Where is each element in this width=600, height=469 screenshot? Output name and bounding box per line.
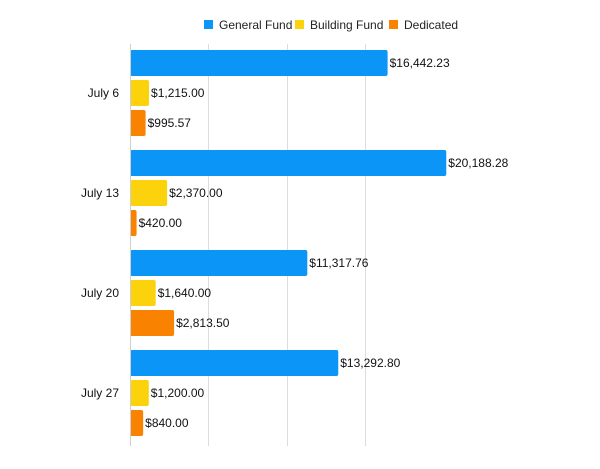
bar (130, 410, 144, 436)
bar (130, 180, 168, 206)
data-label: $840.00 (145, 416, 189, 430)
bar (130, 80, 150, 106)
category-label: July 20 (81, 286, 119, 300)
category-label: July 13 (81, 186, 119, 200)
bars: $16,442.23 $1,215.00 $995.57 $20,188.28 $2,3… (130, 50, 509, 436)
data-label: $2,370.00 (169, 186, 223, 200)
bar (130, 50, 388, 76)
data-label: $2,813.50 (176, 316, 230, 330)
data-label: $1,215.00 (151, 86, 205, 100)
data-label: $420.00 (139, 216, 183, 230)
category-label: July 6 (88, 86, 120, 100)
data-label: $11,317.76 (309, 256, 368, 270)
data-label: $16,442.23 (390, 56, 450, 70)
bar (130, 280, 156, 306)
legend-label-2: Building Fund (310, 18, 383, 32)
data-label: $1,640.00 (158, 286, 212, 300)
bar (130, 210, 137, 236)
legend-label-3: Dedicated (404, 18, 458, 32)
bar (130, 110, 146, 136)
gridlines (208, 44, 366, 446)
data-label: $20,188.28 (448, 156, 508, 170)
legend-swatch-2 (295, 20, 304, 29)
bar (130, 380, 149, 406)
bar (130, 350, 339, 376)
data-label: $995.57 (148, 116, 192, 130)
legend-swatch-1 (204, 20, 213, 29)
bar (130, 310, 175, 336)
legend-label-1: General Fund (219, 18, 292, 32)
legend-swatch-3 (389, 20, 398, 29)
data-label: $13,292.80 (340, 356, 400, 370)
category-label: July 27 (81, 386, 119, 400)
bar (130, 150, 447, 176)
legend: General Fund Building Fund Dedicated (204, 18, 458, 32)
bar (130, 250, 308, 276)
data-label: $1,200.00 (151, 386, 205, 400)
